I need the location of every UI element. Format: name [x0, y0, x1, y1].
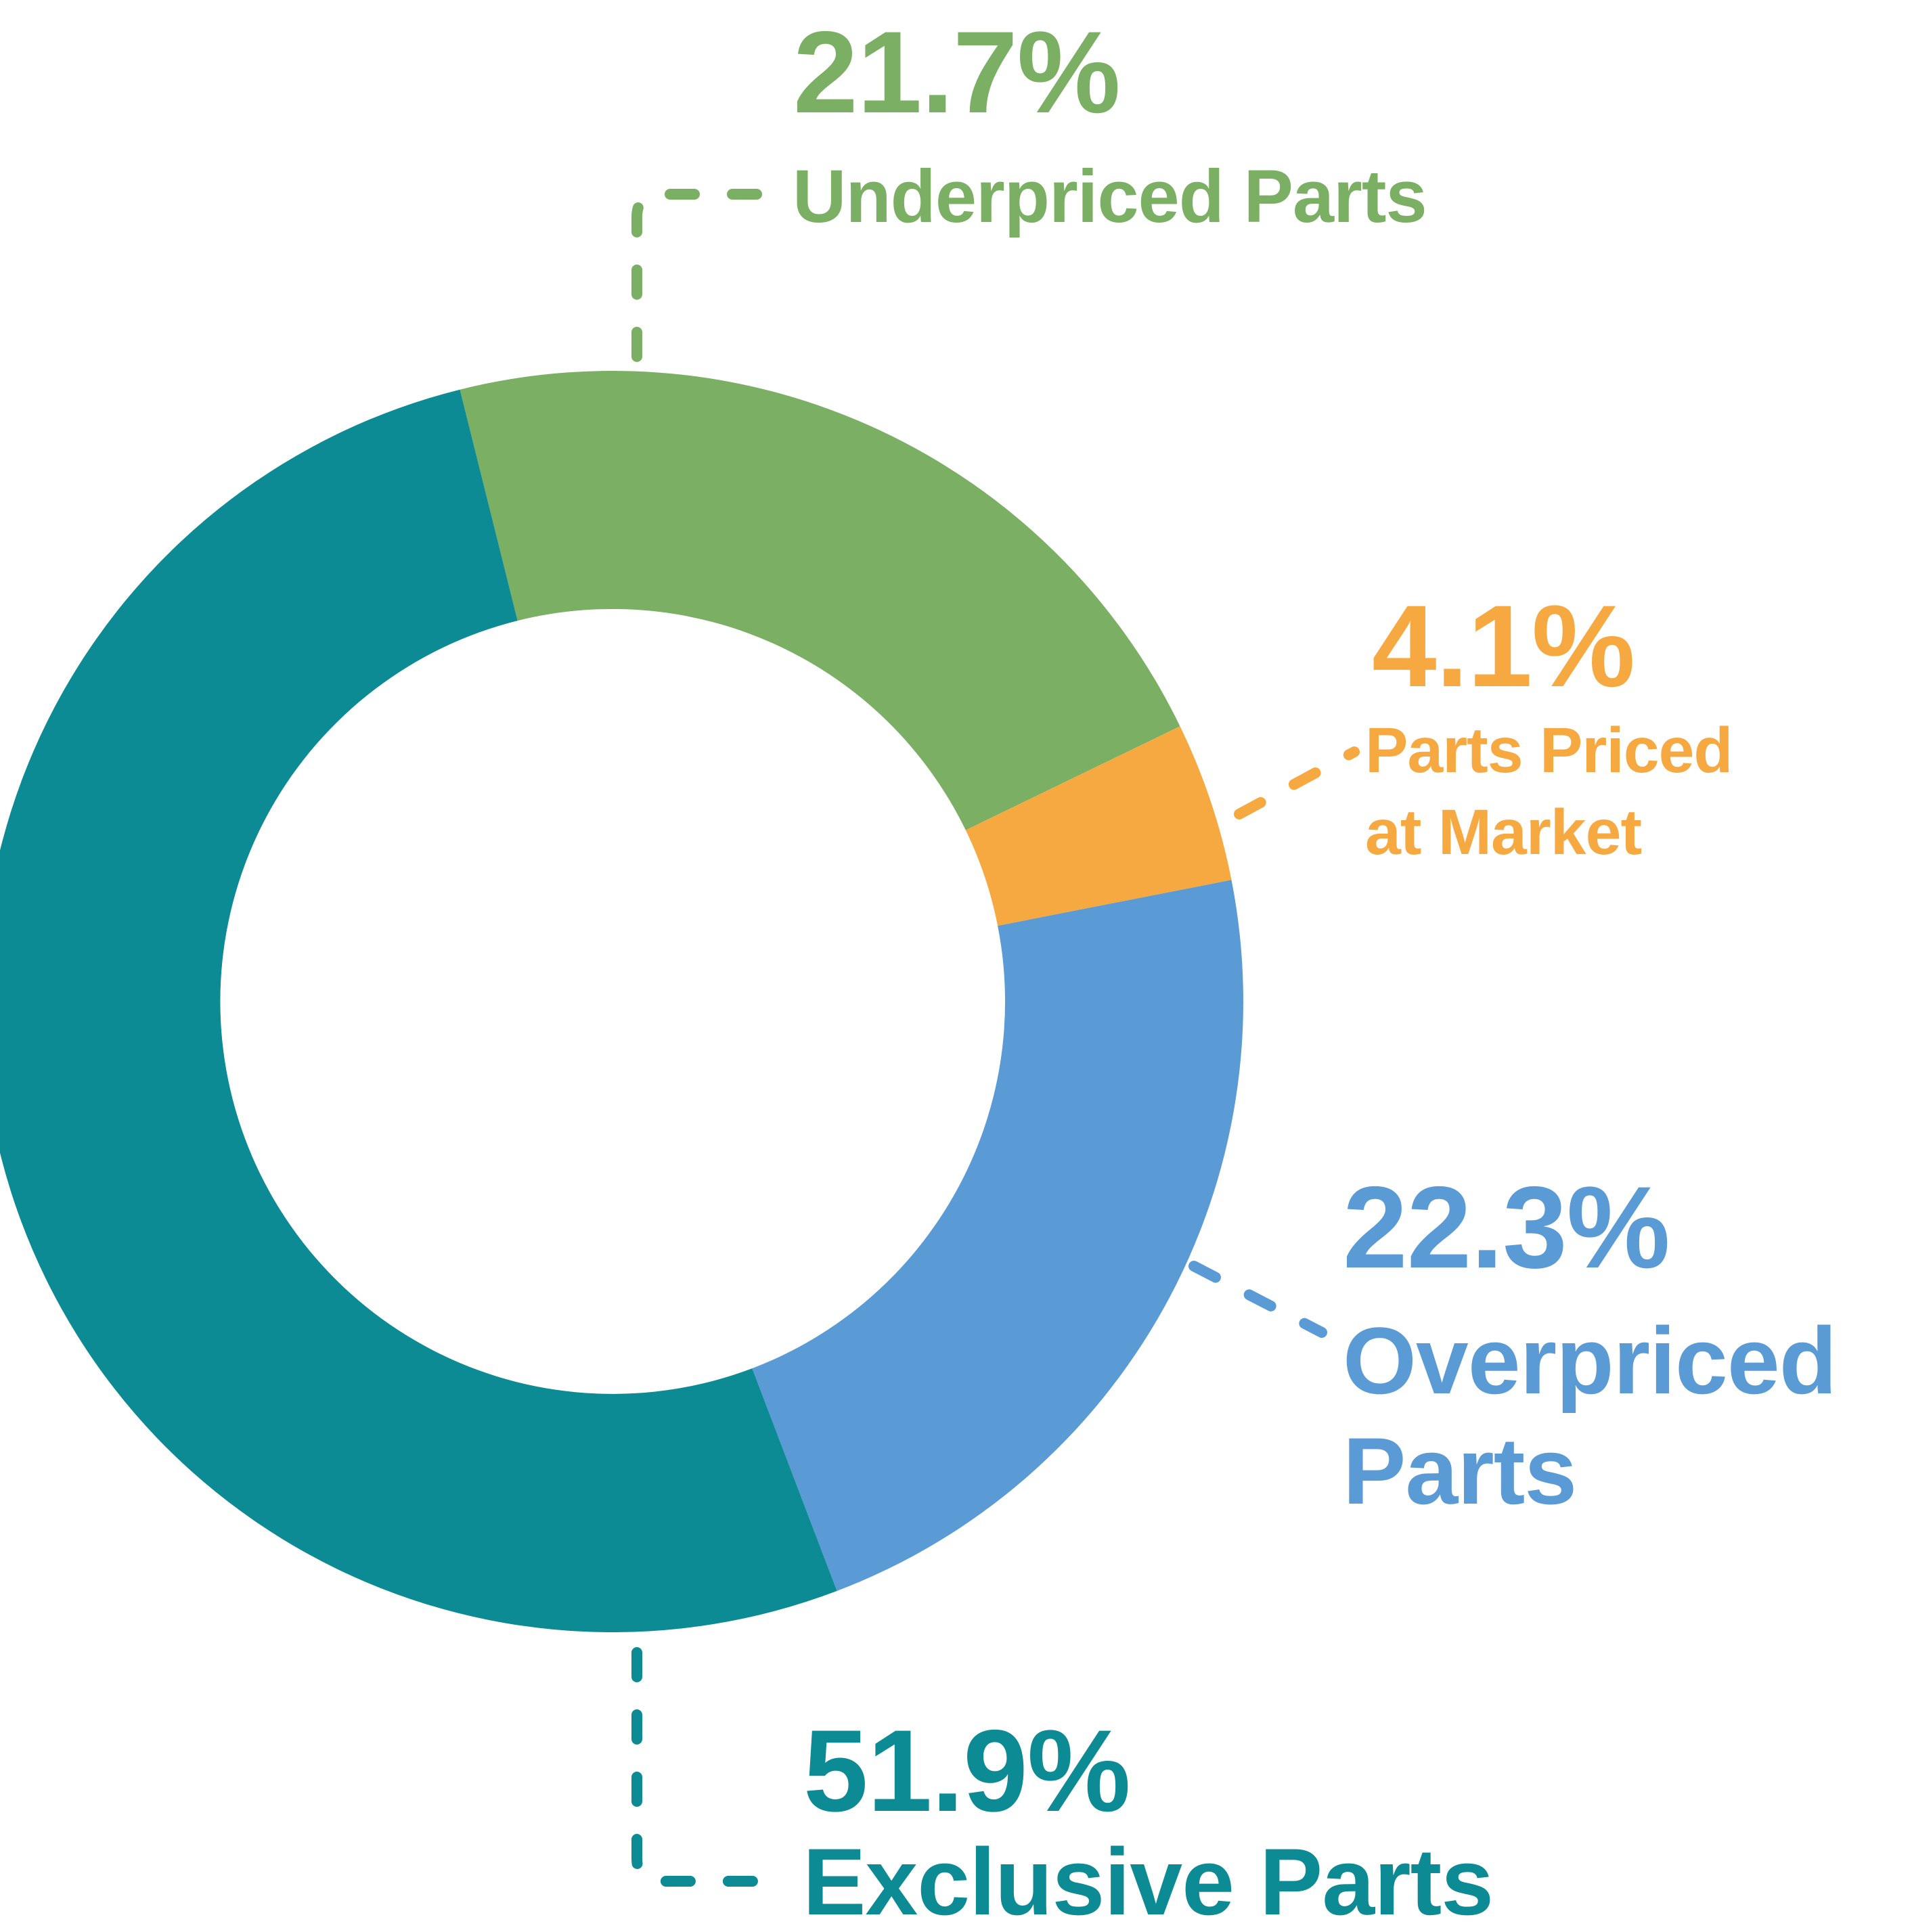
donut-segment-market — [965, 726, 1232, 926]
percent-exclusive: 51.9% — [803, 1706, 1131, 1836]
label-market-line1: Parts Priced — [1365, 715, 1733, 786]
percent-underpriced: 21.7% — [793, 7, 1121, 137]
label-overpriced-line1: Overpriced — [1343, 1307, 1837, 1414]
percent-market: 4.1% — [1372, 581, 1635, 711]
label-exclusive: Exclusive Parts — [803, 1828, 1494, 1932]
leader-line-market — [1234, 746, 1360, 819]
label-overpriced: Overpriced Parts — [1343, 1305, 1837, 1526]
label-market: Parts Priced at Market — [1365, 710, 1733, 874]
leader-line-underpriced — [631, 189, 762, 369]
donut-segment-exclusive — [0, 389, 837, 1632]
leader-line-overpriced — [1188, 1261, 1327, 1338]
donut-segment-underpriced — [460, 371, 1180, 830]
donut-segments — [0, 371, 1243, 1632]
label-market-line2: at Market — [1365, 796, 1642, 868]
label-underpriced: Underpriced Parts — [793, 155, 1427, 238]
label-overpriced-line2: Parts — [1343, 1418, 1577, 1524]
donut-segment-overpriced — [752, 880, 1243, 1591]
percent-overpriced: 22.3% — [1343, 1163, 1670, 1293]
leader-line-exclusive — [631, 1647, 758, 1887]
